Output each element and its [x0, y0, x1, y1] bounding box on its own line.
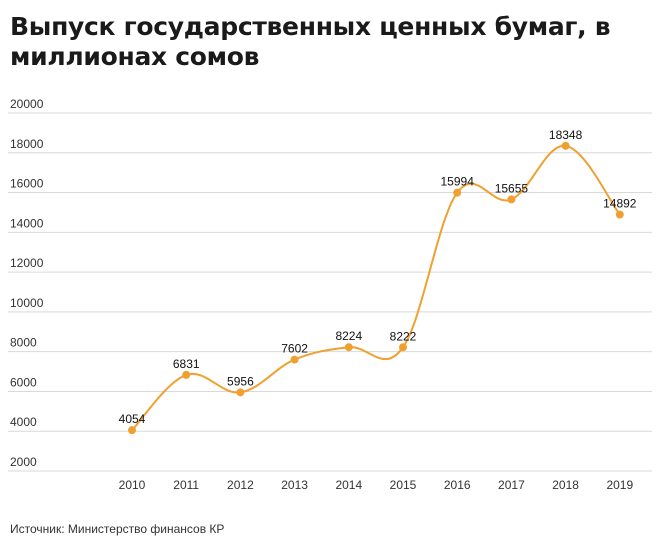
x-tick-label: 2011 [173, 478, 199, 492]
data-label: 15994 [441, 175, 475, 189]
data-point [182, 370, 191, 379]
y-tick-label: 12000 [10, 256, 44, 270]
data-label: 18348 [549, 128, 583, 142]
x-tick-label: 2014 [335, 478, 362, 492]
x-tick-label: 2016 [444, 478, 471, 492]
data-point [561, 141, 570, 150]
data-label: 8222 [390, 329, 417, 343]
data-point [344, 343, 353, 352]
y-tick-label: 14000 [10, 216, 44, 230]
chart-title: Выпуск государственных ценных бумаг, в м… [10, 12, 611, 71]
x-tick-label: 2019 [606, 478, 633, 492]
y-tick-label: 4000 [10, 415, 37, 429]
data-label: 8224 [335, 329, 362, 343]
data-point [128, 426, 136, 435]
x-tick-label: 2018 [552, 478, 579, 492]
x-axis: 2010 2011 2012 2013 2014 2015 2016 2017 2018 2019 [119, 478, 634, 492]
data-point [236, 388, 245, 397]
data-point [453, 188, 462, 197]
y-tick-label: 6000 [10, 375, 37, 389]
data-label: 7602 [281, 342, 308, 356]
x-tick-label: 2013 [281, 478, 308, 492]
y-tick-label: 18000 [10, 137, 44, 151]
data-point [290, 355, 299, 364]
data-points [128, 141, 624, 435]
y-tick-label: 20000 [10, 97, 44, 111]
data-point [399, 343, 407, 352]
source-note: Источник: Министерство финансов КР [10, 522, 225, 536]
data-label: 6831 [173, 357, 200, 371]
data-label: 15655 [495, 181, 529, 195]
x-tick-label: 2012 [227, 478, 254, 492]
data-label: 4054 [119, 412, 146, 426]
x-tick-label: 2010 [119, 478, 146, 492]
data-label: 5956 [227, 374, 254, 388]
data-point [507, 195, 516, 204]
y-tick-label: 10000 [10, 296, 44, 310]
y-tick-label: 16000 [10, 177, 44, 191]
x-tick-label: 2017 [498, 478, 525, 492]
data-labels: 4054 6831 5956 7602 8224 8222 15994 15655 18348 1… [119, 128, 637, 426]
gridlines [8, 112, 652, 472]
data-label: 14892 [603, 197, 637, 211]
y-axis: 2000 4000 6000 8000 10000 12000 14000 16000 1800… [10, 97, 44, 469]
x-tick-label: 2015 [390, 478, 417, 492]
series-line [131, 144, 621, 431]
y-tick-label: 2000 [10, 455, 37, 469]
data-point [615, 210, 624, 219]
y-tick-label: 8000 [10, 336, 37, 350]
